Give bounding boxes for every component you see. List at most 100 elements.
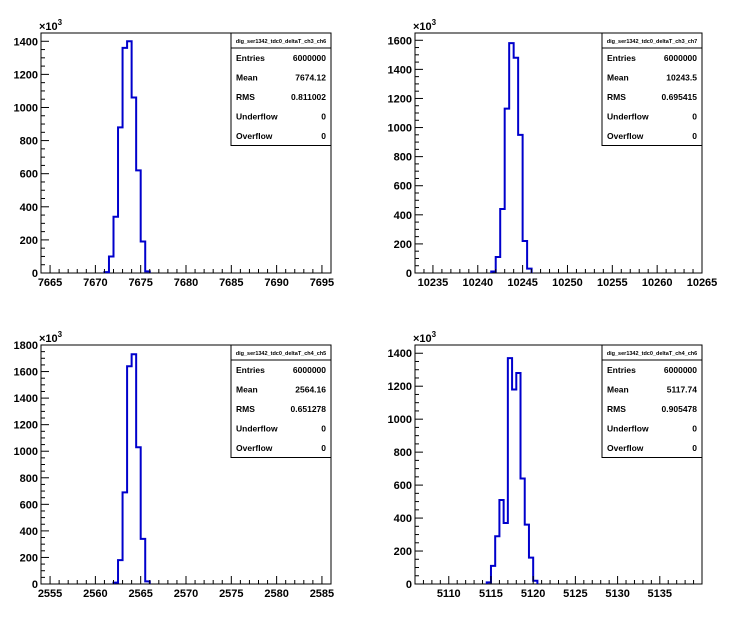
- y-tick-label: 1000: [14, 102, 38, 114]
- stats-box-title: dig_ser1342_tdc0_deltaT_ch4_ch5: [236, 351, 327, 357]
- histogram-line: [485, 357, 539, 584]
- stats-value: 7674.12: [295, 73, 326, 83]
- stats-box: dig_ser1342_tdc0_deltaT_ch4_ch5 Entries 60…: [230, 344, 332, 458]
- x-tick-label: 2560: [83, 588, 107, 600]
- y-tick-label: 1000: [388, 414, 412, 426]
- y-tick-label: 800: [20, 473, 38, 485]
- y-scale-exponent: 3: [58, 18, 63, 27]
- stats-value: 0: [692, 443, 697, 453]
- y-tick-label: 400: [20, 202, 38, 214]
- y-tick-label: 800: [394, 152, 412, 164]
- x-tick-label: 2555: [38, 588, 62, 600]
- stats-label: Mean: [236, 385, 258, 395]
- stats-value: 0: [321, 131, 326, 141]
- x-tick-label: 2565: [128, 588, 152, 600]
- stats-label: RMS: [607, 92, 626, 102]
- stats-value: 0: [692, 424, 697, 434]
- stats-label: Underflow: [607, 112, 649, 122]
- y-tick-label: 1200: [388, 93, 412, 105]
- stats-value: 6000000: [293, 53, 326, 63]
- stats-label: Entries: [236, 53, 265, 63]
- x-tick-label: 7675: [128, 277, 152, 289]
- y-tick-label: 200: [394, 239, 412, 251]
- y-tick-label: 600: [394, 480, 412, 492]
- x-tick-label: 10240: [462, 277, 493, 289]
- x-tick-label: 7690: [264, 277, 288, 289]
- y-tick-label: 1800: [14, 340, 38, 352]
- stats-label: Entries: [607, 53, 636, 63]
- stats-label: Underflow: [236, 112, 278, 122]
- x-tick-label: 10260: [642, 277, 673, 289]
- y-scale-exponent: 3: [432, 18, 437, 27]
- stats-label: Mean: [236, 73, 258, 83]
- stats-box: dig_ser1342_tdc0_deltaT_ch3_ch6 Entries 60…: [230, 32, 332, 146]
- x-tick-label: 5125: [563, 588, 587, 600]
- stats-label: Underflow: [236, 424, 278, 434]
- stats-label: Overflow: [607, 443, 644, 453]
- stats-value: 6000000: [664, 365, 697, 375]
- y-tick-label: 600: [20, 169, 38, 181]
- y-tick-label: 200: [20, 235, 38, 247]
- histogram-line: [490, 42, 533, 273]
- y-tick-label: 600: [394, 181, 412, 193]
- stats-label: Overflow: [236, 443, 273, 453]
- stats-value: 0: [692, 131, 697, 141]
- y-tick-label: 1400: [14, 36, 38, 48]
- stats-label: Mean: [607, 385, 629, 395]
- stats-label: Mean: [607, 73, 629, 83]
- y-tick-label: 1200: [388, 381, 412, 393]
- y-tick-label: 0: [32, 268, 38, 280]
- stats-label: RMS: [236, 404, 255, 414]
- stats-box-title: dig_ser1342_tdc0_deltaT_ch3_ch6: [236, 39, 327, 45]
- y-tick-label: 600: [20, 499, 38, 511]
- y-scale-base: ×10: [413, 333, 432, 345]
- x-tick-label: 5110: [437, 588, 461, 600]
- stats-box-title: dig_ser1342_tdc0_deltaT_ch3_ch7: [607, 39, 698, 45]
- x-tick-label: 2580: [264, 588, 288, 600]
- x-tick-label: 2585: [310, 588, 334, 600]
- y-tick-label: 400: [394, 513, 412, 525]
- stats-label: Underflow: [607, 424, 649, 434]
- stats-box: dig_ser1342_tdc0_deltaT_ch3_ch7 Entries 60…: [601, 32, 703, 146]
- stats-value: 0.695415: [662, 92, 698, 102]
- y-tick-label: 0: [406, 268, 412, 280]
- stats-box-border: [601, 32, 703, 146]
- stats-value: 0.811002: [291, 92, 326, 102]
- stats-box-border: [230, 32, 332, 146]
- x-tick-label: 7695: [310, 277, 334, 289]
- stats-box-border: [230, 344, 332, 458]
- x-tick-label: 7680: [174, 277, 198, 289]
- x-tick-label: 2575: [219, 588, 243, 600]
- stats-value: 0: [321, 112, 326, 122]
- y-tick-label: 1200: [14, 420, 38, 432]
- stats-label: Entries: [236, 365, 265, 375]
- y-scale-exponent: 3: [58, 330, 63, 339]
- y-tick-label: 200: [394, 546, 412, 558]
- x-tick-label: 10250: [552, 277, 583, 289]
- x-tick-label: 10255: [597, 277, 628, 289]
- stats-label: RMS: [607, 404, 626, 414]
- stats-value: 0: [692, 112, 697, 122]
- histogram-line: [112, 353, 151, 584]
- y-scale-factor: ×103: [413, 18, 437, 33]
- stats-value: 10243.5: [666, 73, 697, 83]
- stats-box-border: [601, 344, 703, 458]
- y-scale-exponent: 3: [432, 330, 437, 339]
- y-tick-label: 200: [20, 552, 38, 564]
- stats-label: RMS: [236, 92, 255, 102]
- y-tick-label: 1400: [388, 64, 412, 76]
- histogram-panel: 2555 2560 2565 2570 2575 2580 2585 0 200 400 600 80…: [14, 330, 335, 600]
- stats-value: 2564.16: [295, 385, 326, 395]
- x-tick-label: 7665: [38, 277, 62, 289]
- y-tick-label: 1400: [14, 393, 38, 405]
- y-tick-label: 0: [406, 579, 412, 591]
- stats-value: 0: [321, 443, 326, 453]
- y-tick-label: 1400: [388, 348, 412, 360]
- stats-value: 0.651278: [291, 404, 327, 414]
- y-tick-label: 400: [20, 526, 38, 538]
- x-tick-label: 10265: [687, 277, 718, 289]
- x-tick-label: 5135: [648, 588, 672, 600]
- stats-label: Entries: [607, 365, 636, 375]
- y-scale-factor: ×103: [39, 18, 63, 33]
